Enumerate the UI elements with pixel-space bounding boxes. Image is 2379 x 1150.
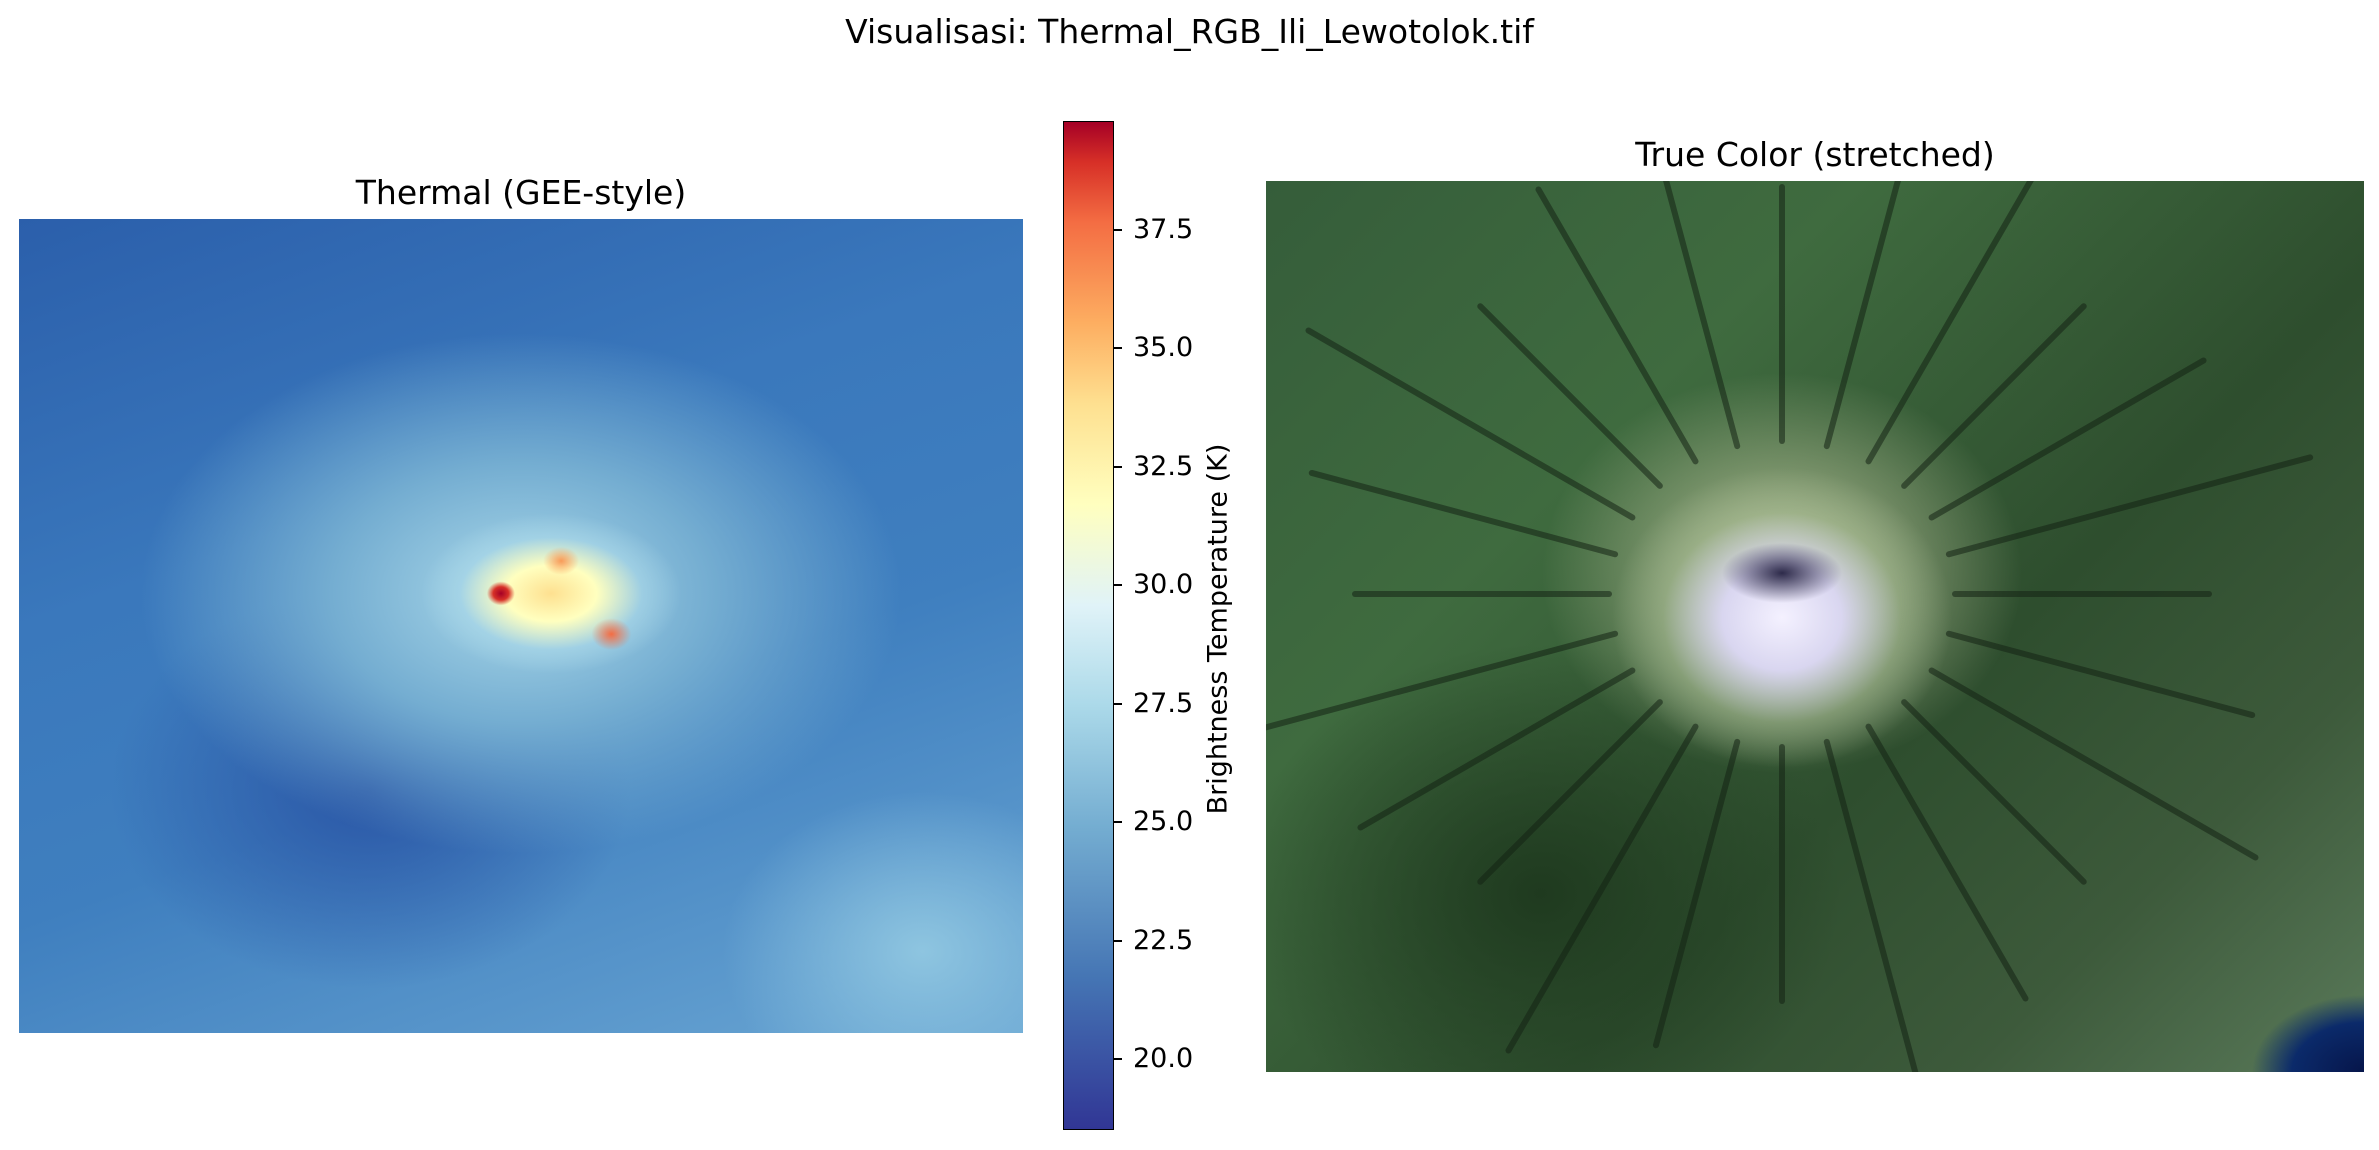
ridge-texture	[1304, 326, 1637, 522]
truecolor-image	[1266, 181, 2364, 1072]
ridge-texture	[1352, 590, 1613, 597]
colorbar-tick-mark	[1114, 584, 1122, 587]
colorbar-tick-label: 37.5	[1133, 213, 1194, 245]
truecolor-panel-title: True Color (stretched)	[1635, 135, 1995, 174]
ridge-texture	[1823, 737, 1928, 1072]
ridge-texture	[1864, 722, 2030, 1003]
colorbar-tick-mark	[1114, 228, 1122, 231]
colorbar-tick-mark	[1114, 821, 1122, 824]
ridge-texture	[1779, 743, 1786, 1004]
colorbar-tick-label: 35.0	[1133, 332, 1194, 364]
colorbar-tick-label: 20.0	[1133, 1042, 1194, 1074]
ridge-texture	[1652, 737, 1741, 1049]
colorbar-tick-label: 30.0	[1133, 569, 1194, 601]
ridge-texture	[1266, 629, 1619, 734]
ridge-texture	[1636, 181, 1741, 450]
thermal-heatmap	[19, 219, 1023, 1033]
thermal-panel-title: Thermal (GEE-style)	[355, 173, 687, 212]
colorbar-tick-mark	[1114, 347, 1122, 350]
colorbar-tick-label: 27.5	[1133, 687, 1194, 719]
colorbar-tick-mark	[1114, 1057, 1122, 1060]
colorbar-label: Brightness Temperature (K)	[1202, 443, 1234, 815]
ridge-texture	[1475, 697, 1664, 886]
ridge-texture	[1900, 697, 2089, 886]
colorbar-tick-mark	[1114, 702, 1122, 705]
ridge-texture	[1927, 666, 2260, 862]
ridge-texture	[1900, 301, 2089, 490]
ridge-texture	[1504, 722, 1700, 1055]
figure-title: Visualisasi: Thermal_RGB_Ili_Lewotolok.t…	[845, 12, 1534, 51]
colorbar-tick-label: 32.5	[1133, 450, 1194, 482]
ridge-texture	[1952, 590, 2213, 597]
colorbar-tick-mark	[1114, 939, 1122, 942]
colorbar	[1063, 121, 1114, 1130]
ridge-texture	[1475, 301, 1664, 490]
ridge-texture	[1779, 183, 1786, 444]
colorbar-tick-label: 25.0	[1133, 806, 1194, 838]
colorbar-tick-mark	[1114, 465, 1122, 468]
colorbar-tick-label: 22.5	[1133, 924, 1194, 956]
ridge-texture	[1945, 453, 2315, 558]
